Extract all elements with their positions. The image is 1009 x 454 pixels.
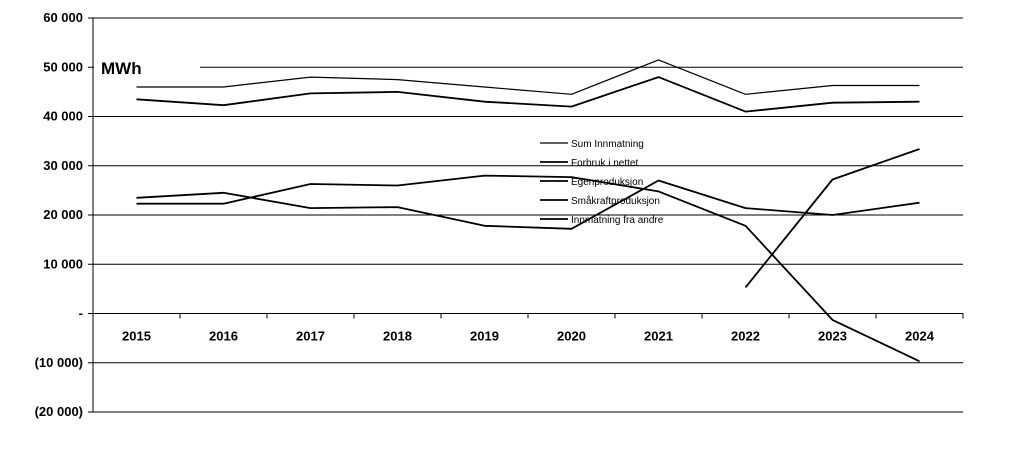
series-line-forbruk-i-nettet	[136, 76, 920, 113]
x-tick-label: 2021	[644, 329, 673, 344]
legend-label: Forbruk i nettet	[571, 158, 638, 169]
series-lines	[136, 59, 920, 363]
gridlines	[93, 17, 963, 413]
y-tick-label: (10 000)	[35, 355, 83, 370]
series-line-sm-kraftproduksjon	[136, 174, 920, 363]
y-tick-label: 50 000	[43, 59, 83, 74]
y-tick-label: 60 000	[43, 10, 83, 25]
x-tick-label: 2018	[383, 329, 412, 344]
series-line-innmatning-fra-andre	[744, 148, 920, 288]
x-tick-label: 2016	[209, 329, 238, 344]
y-tick-label: 20 000	[43, 207, 83, 222]
x-tick-label: 2019	[470, 329, 499, 344]
unit-label: MWh	[101, 59, 142, 78]
unit-label-mask	[94, 65, 200, 70]
x-tick-label: 2022	[731, 329, 760, 344]
series-line-sum-innmatning	[136, 59, 920, 95]
x-tick-label: 2024	[905, 329, 935, 344]
x-axis-ticks: 2015 2016 2017 2018 2019 2020 2021 2022 2023 2024	[92, 313, 964, 344]
x-tick-label: 2015	[122, 329, 151, 344]
legend-label: Egenproduksjon	[571, 177, 643, 188]
legend: Sum Innmatning Forbruk i nettet Egenproduk…	[540, 139, 664, 226]
y-tick-label: 40 000	[43, 109, 83, 124]
series-line-egenproduksjon	[136, 179, 920, 230]
legend-label: Småkraftproduksjon	[571, 195, 660, 207]
y-axis-ticks: 60 000 50 000 40 000 30 000 20 000 10 000 - (10…	[35, 10, 93, 419]
x-tick-label: 2023	[818, 329, 847, 344]
y-tick-label: 10 000	[43, 256, 83, 271]
y-tick-label: -	[79, 306, 83, 321]
legend-label: Innmatning fra andre	[571, 215, 664, 226]
y-tick-label: (20 000)	[35, 404, 83, 419]
x-tick-label: 2020	[557, 329, 586, 344]
legend-label: Sum Innmatning	[571, 139, 644, 150]
y-tick-label: 30 000	[43, 158, 83, 173]
x-tick-label: 2017	[296, 329, 325, 344]
